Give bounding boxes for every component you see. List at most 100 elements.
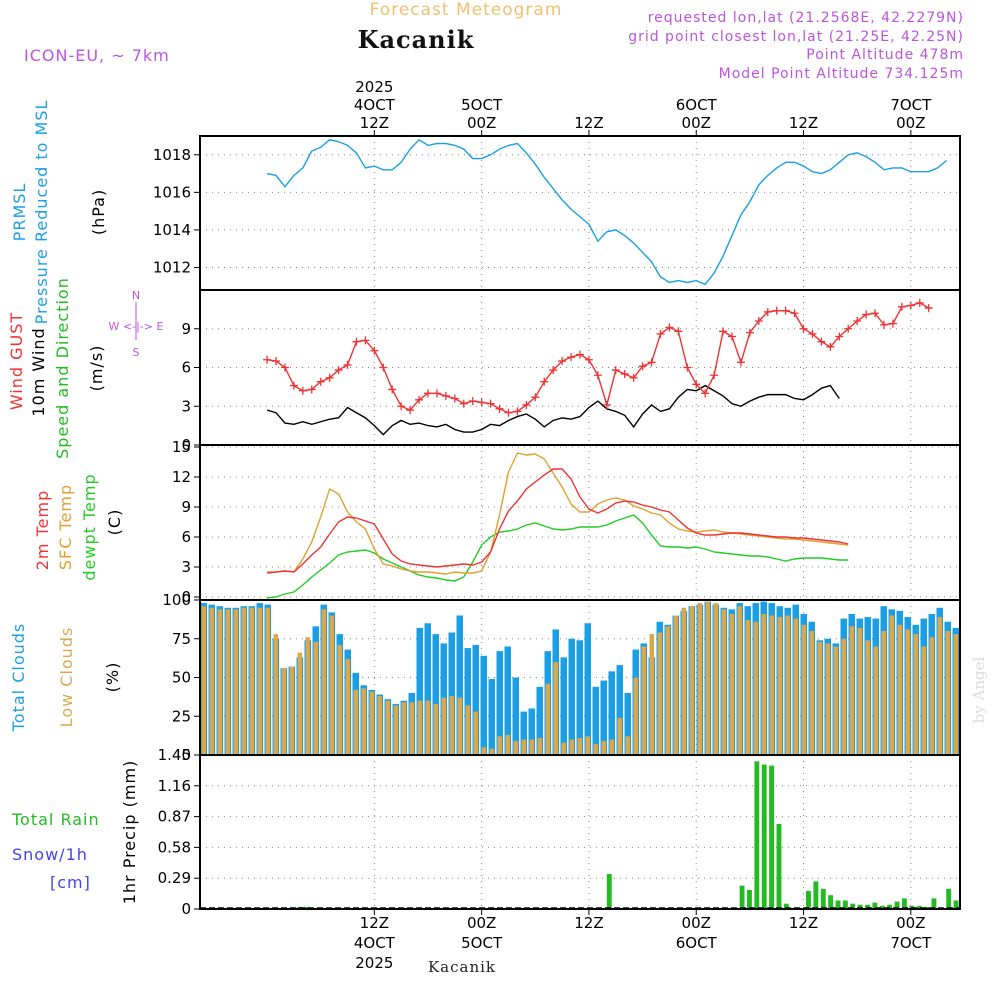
low-clouds-bar <box>777 617 782 755</box>
precip-bar <box>857 904 863 909</box>
precip-bar <box>747 889 752 909</box>
total-clouds-bar <box>584 623 591 755</box>
wind-gust-point <box>835 332 844 341</box>
wind-gust-point <box>897 302 906 311</box>
y-tick-label: 6 <box>181 528 191 546</box>
pressure-group <box>266 138 948 286</box>
panels: 1012101410161018036903691215025507510000… <box>153 135 961 918</box>
wind-speed-group <box>266 384 840 436</box>
low-clouds-bar <box>361 688 366 755</box>
y-tick-label: 9 <box>181 498 191 516</box>
low-clouds-bar <box>225 609 230 755</box>
wind-gust-point <box>593 371 602 380</box>
low-clouds-bar <box>201 606 206 755</box>
low-clouds-bar <box>953 634 958 755</box>
low-clouds-bar <box>313 641 318 755</box>
low-clouds-bar <box>817 641 822 755</box>
low-clouds-bar <box>865 640 870 755</box>
bottom-axis-label: 00Z <box>896 914 925 932</box>
low-clouds-bar <box>521 739 526 755</box>
low-clouds-bar <box>945 631 950 755</box>
wind-gust-point <box>531 393 540 402</box>
wind-gust-point <box>862 310 871 319</box>
pressure-label-2: Pressure Reduced to MSL <box>32 100 51 325</box>
low-clouds-bar <box>729 613 734 755</box>
wind-gust-point <box>397 402 406 411</box>
low-clouds-bar <box>785 615 790 755</box>
pressure-line <box>266 138 948 286</box>
low-clouds-bar <box>881 631 886 755</box>
low-clouds-bar <box>489 748 494 755</box>
location-title: Kacanik <box>358 25 475 54</box>
wind-gust-point <box>459 399 468 408</box>
low-clouds-bar <box>873 646 878 755</box>
low-clouds-bar <box>561 742 566 755</box>
precip-bar <box>783 903 789 909</box>
dewpt-label: dewpt Temp <box>80 473 99 580</box>
watermark: by Angel <box>970 656 988 723</box>
wind-gust-point <box>880 320 888 329</box>
bottom-axis-label: 00Z <box>467 914 496 932</box>
total-clouds-bar <box>416 627 423 755</box>
precip-bar <box>835 900 841 909</box>
low-clouds-bar <box>889 615 894 755</box>
wind-gust-point <box>343 360 352 369</box>
total-clouds-bar <box>600 680 607 755</box>
low-clouds-bar <box>369 691 374 755</box>
pressure-label-1: PRMSL <box>10 183 29 242</box>
wind-gust-point <box>522 400 531 409</box>
total-clouds-bar <box>432 634 439 755</box>
precip-labels: 1hr Precip (mm) Total Rain Snow/1h [cm] <box>11 760 139 905</box>
low-clouds-bar <box>417 700 422 755</box>
wind-gust-point <box>790 309 799 318</box>
precip-bar <box>850 903 856 909</box>
y-tick-label: 15 <box>172 438 191 456</box>
y-tick-label: 1012 <box>153 258 191 276</box>
low-clouds-bar <box>337 644 342 755</box>
low-clouds-bar <box>305 637 310 755</box>
snow-unit: [cm] <box>50 873 91 892</box>
low-clouds-bar <box>833 646 838 755</box>
low-clouds-bar <box>665 626 670 755</box>
wind-gust-point <box>263 355 272 364</box>
total-clouds-bar <box>536 686 543 755</box>
wind-gust-point <box>728 332 736 341</box>
wind-gust-point <box>665 323 674 332</box>
total-clouds-bar <box>480 655 487 755</box>
wind-gust-point <box>853 317 862 325</box>
low-clouds-bar <box>609 739 614 755</box>
wind-gust-point <box>558 357 567 366</box>
wind-gust-point <box>611 366 620 375</box>
wind-gust-point <box>656 329 665 338</box>
low-clouds-bar <box>537 737 542 755</box>
total-clouds-bar <box>504 646 511 755</box>
y-tick-label: 9 <box>181 320 191 338</box>
low-clouds-bar <box>705 601 710 755</box>
total-clouds-bar <box>624 693 631 755</box>
wind-gust-point <box>781 306 790 315</box>
model-label: ICON-EU, ~ 7km <box>24 46 170 65</box>
low-clouds-bar <box>449 696 454 755</box>
wind-speed-line <box>266 384 840 436</box>
y-tick-label: 12 <box>172 468 191 486</box>
low-clouds-bar <box>393 705 398 755</box>
precip-bar <box>761 764 767 909</box>
low-clouds-bar <box>425 700 430 755</box>
low-clouds-bar <box>281 668 286 755</box>
wind-gust-point <box>808 329 817 338</box>
total-clouds-bar <box>512 677 519 755</box>
total-clouds-bar <box>592 686 599 755</box>
precip-bar <box>924 906 929 909</box>
bottom-axis-label: 2025 <box>355 954 393 972</box>
wind-gust-point <box>334 366 343 375</box>
y-tick-label: 3 <box>181 397 191 415</box>
wind-gust-point <box>388 385 397 394</box>
wind-gust-point <box>379 363 388 372</box>
precip-bar <box>820 888 826 909</box>
y-tick-label: 75 <box>172 630 191 648</box>
sfc-temp-line <box>267 452 849 575</box>
low-clouds-bar <box>409 702 414 755</box>
cloud-unit: (%) <box>103 662 122 693</box>
gust-label: Wind GUST <box>7 312 26 410</box>
